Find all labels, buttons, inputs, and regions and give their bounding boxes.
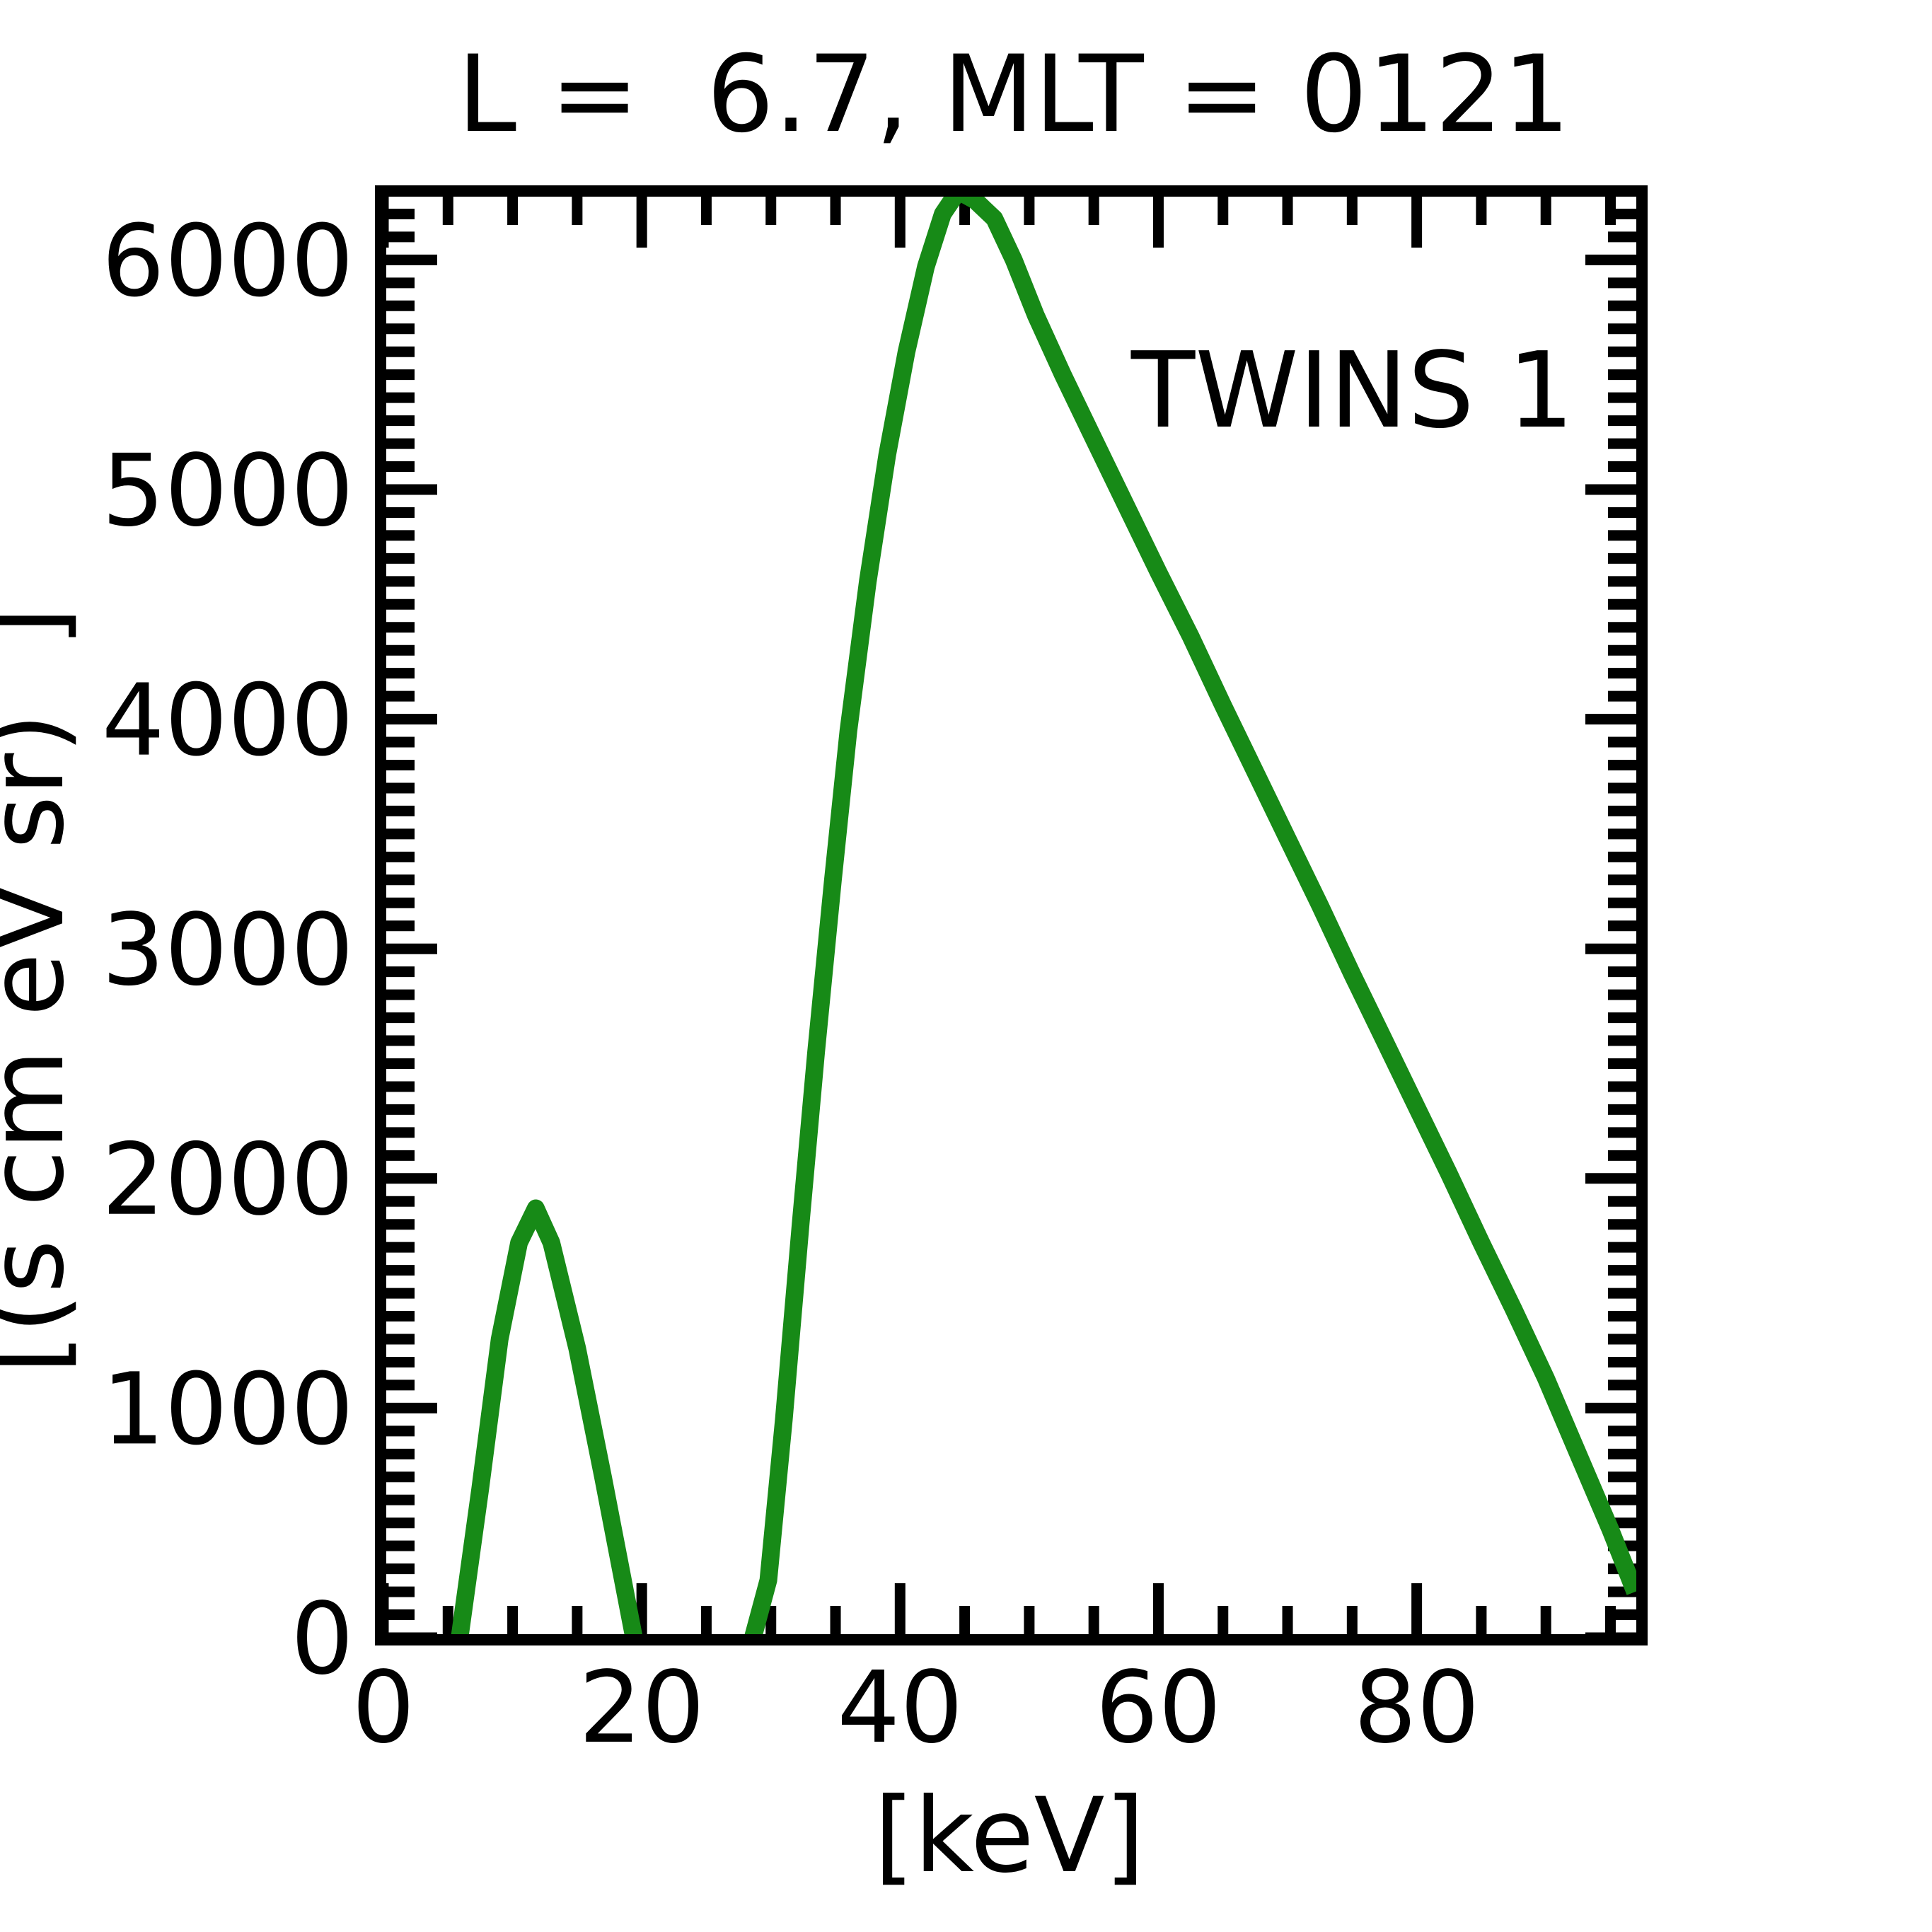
y-axis-label: [(s cm eV sr) ] [0, 607, 87, 1374]
y-tick-label: 1000 [102, 1352, 354, 1467]
y-tick-label: 6000 [102, 204, 354, 319]
y-tick-label: 0 [291, 1582, 354, 1697]
chart-title: L = 6.7, MLT = 0121 [458, 33, 1571, 156]
y-tick-label: 4000 [102, 664, 354, 779]
y-tick-label: 5000 [102, 434, 354, 549]
x-tick-label: 60 [1095, 1650, 1221, 1766]
x-tick-label: 0 [352, 1650, 415, 1766]
x-tick-label: 40 [837, 1650, 963, 1766]
axis-ticks [378, 197, 1636, 1643]
data-line-twins1 [449, 185, 1643, 1643]
y-tick-label: 3000 [102, 893, 354, 1008]
x-axis-label: [keV] [874, 1776, 1145, 1896]
legend-label-twins1: TWINS 1 [1130, 330, 1574, 451]
x-tick-label: 80 [1354, 1650, 1480, 1766]
y-tick-label: 2000 [102, 1123, 354, 1238]
axes-frame [375, 185, 1648, 1645]
x-tick-label: 20 [579, 1650, 705, 1766]
tick-labels: 0 20 40 60 80 0 1000 2000 3000 4000 5000 6000 [102, 204, 1480, 1766]
